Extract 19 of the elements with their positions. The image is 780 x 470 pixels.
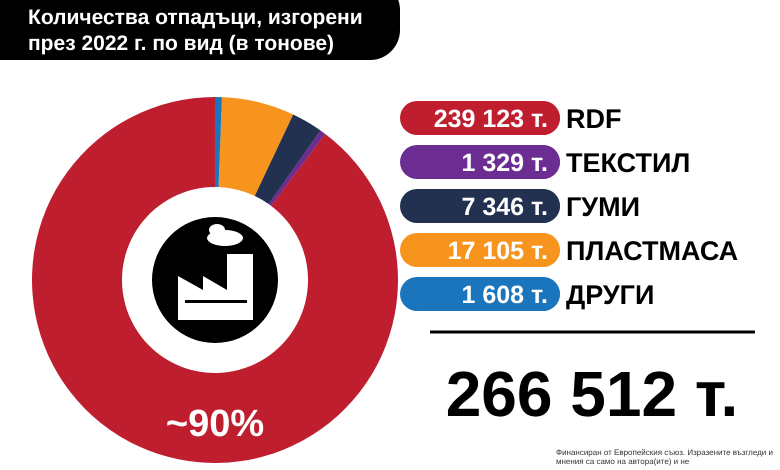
donut-slice <box>215 97 222 188</box>
legend-label: RDF <box>566 104 622 134</box>
legend-label: ГУМИ <box>566 192 640 222</box>
donut-slice <box>218 97 294 196</box>
legend-label: ТЕКСТИЛ <box>566 148 690 178</box>
text: Финансиран от Европейския съюз. Изразените възгледи и мнения са само на автора(ите) и не <box>556 448 774 466</box>
legend-label: ПЛАСТМАСА <box>566 236 738 266</box>
data-label: 239 123 т. <box>434 105 548 133</box>
chart-title: Количества отпадъци, изгорени през 2022 г. по вид (в тонове) <box>28 6 363 55</box>
data-label: 17 105 т. <box>448 237 548 265</box>
data-label: 1 329 т. <box>462 149 548 177</box>
text: 266 512 т. <box>446 358 738 430</box>
donut-slice <box>32 97 398 463</box>
data-label: 1 608 т. <box>462 281 548 309</box>
donut-slice <box>254 114 320 204</box>
donut-slice <box>268 130 326 206</box>
legend-label: ДРУГИ <box>566 280 654 310</box>
text: ~90% <box>166 403 264 445</box>
data-label: 7 346 т. <box>462 193 548 221</box>
